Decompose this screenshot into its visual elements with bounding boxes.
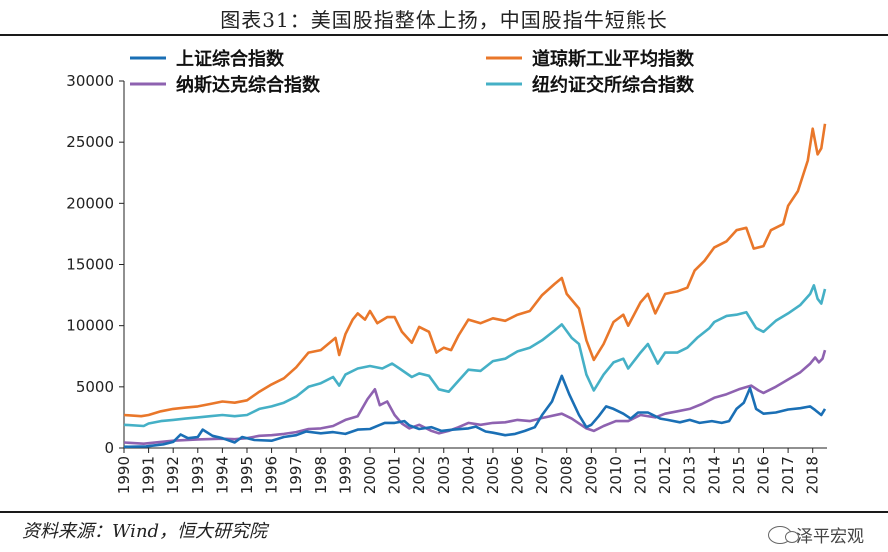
x-tick-label: 2013 bbox=[681, 456, 699, 494]
legend-label: 道琼斯工业平均指数 bbox=[532, 48, 695, 70]
x-tick-label: 2017 bbox=[779, 456, 797, 494]
x-tick-label: 2002 bbox=[410, 456, 428, 494]
y-tick-label: 25000 bbox=[66, 133, 114, 151]
y-tick-label: 0 bbox=[104, 439, 114, 457]
x-tick-label: 1999 bbox=[336, 456, 354, 494]
x-tick-label: 1997 bbox=[287, 456, 305, 494]
legend-label: 上证综合指数 bbox=[176, 48, 285, 70]
series-line bbox=[123, 284, 827, 428]
y-tick-label: 30000 bbox=[66, 72, 114, 90]
x-tick-label: 2007 bbox=[533, 456, 551, 494]
x-tick-label: 2015 bbox=[730, 456, 748, 494]
x-tick-label: 2011 bbox=[632, 456, 650, 494]
y-tick-label: 10000 bbox=[66, 317, 114, 335]
x-tick-label: 1994 bbox=[213, 456, 231, 494]
series-line bbox=[123, 349, 827, 445]
x-tick-label: 2000 bbox=[361, 456, 379, 494]
x-tick-label: 2009 bbox=[582, 456, 600, 494]
x-tick-label: 1993 bbox=[189, 456, 207, 494]
brand-name: 泽平宏观 bbox=[796, 527, 864, 547]
top-rule bbox=[0, 34, 888, 36]
x-tick-label: 1996 bbox=[263, 456, 281, 494]
series-line bbox=[123, 123, 827, 418]
x-tick-label: 1990 bbox=[115, 456, 133, 494]
x-tick-label: 1998 bbox=[312, 456, 330, 494]
x-tick-label: 2012 bbox=[656, 456, 674, 494]
legend-label: 纽约证交所综合指数 bbox=[532, 74, 695, 96]
chart-series bbox=[123, 123, 827, 449]
bottom-rule bbox=[0, 511, 888, 513]
x-tick-label: 2006 bbox=[509, 456, 527, 494]
y-tick-label: 5000 bbox=[76, 378, 114, 396]
x-tick-label: 2003 bbox=[435, 456, 453, 494]
brand-watermark: 泽平宏观 bbox=[768, 522, 864, 547]
x-tick-label: 1991 bbox=[140, 456, 158, 494]
x-tick-label: 2004 bbox=[459, 456, 477, 494]
x-tick-label: 2001 bbox=[386, 456, 404, 494]
x-tick-label: 2016 bbox=[755, 456, 773, 494]
chart-axes: 0 5000 10000 15000 20000 25000 30000 1990 1991 19… bbox=[66, 72, 827, 494]
x-tick-label: 2018 bbox=[804, 456, 822, 494]
y-tick-label: 15000 bbox=[66, 256, 114, 274]
source-note: 资料来源：Wind，恒大研究院 bbox=[22, 521, 268, 542]
chart-title: 图表31：美国股指整体上扬，中国股指牛短熊长 bbox=[220, 8, 668, 32]
x-tick-label: 2010 bbox=[607, 456, 625, 494]
y-tick-label: 20000 bbox=[66, 194, 114, 212]
x-tick-label: 2008 bbox=[558, 456, 576, 494]
x-tick-label: 2005 bbox=[484, 456, 502, 494]
legend-label: 纳斯达克综合指数 bbox=[176, 74, 321, 96]
series-line bbox=[123, 374, 827, 449]
wechat-icon bbox=[768, 525, 799, 544]
x-tick-label: 1992 bbox=[164, 456, 182, 494]
x-tick-label: 1995 bbox=[238, 456, 256, 494]
x-tick-label: 2014 bbox=[705, 456, 723, 494]
